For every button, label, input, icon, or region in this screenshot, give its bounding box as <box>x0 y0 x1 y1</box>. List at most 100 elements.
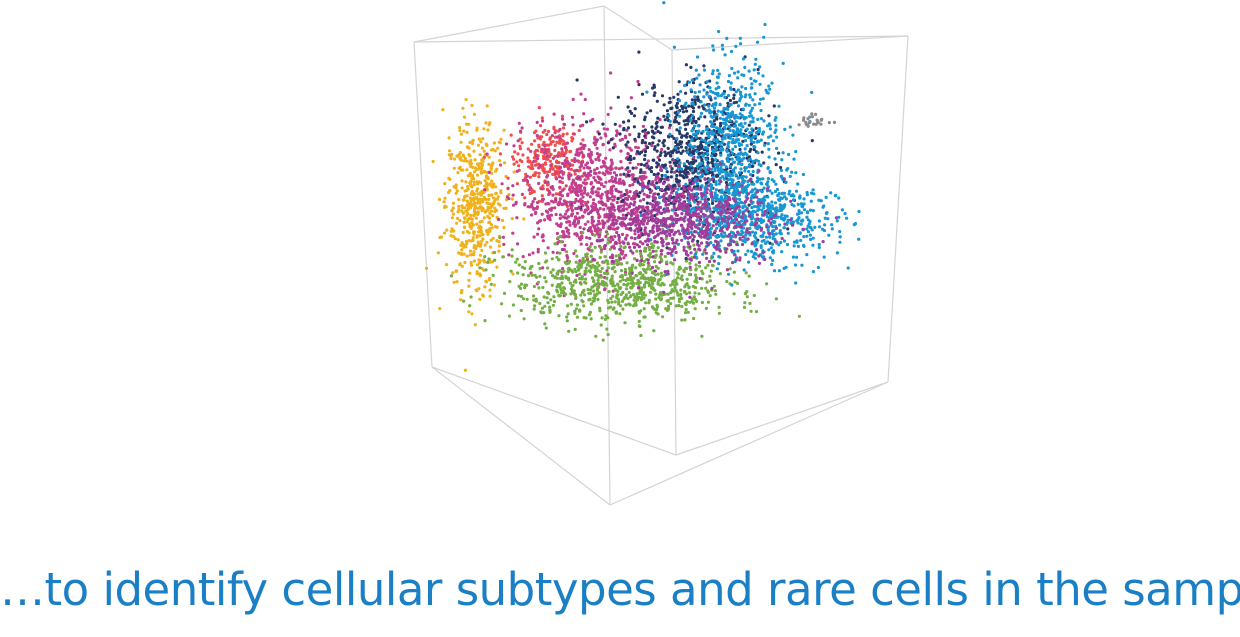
cell-point <box>646 233 651 237</box>
cell-point <box>701 272 705 276</box>
cell-point <box>653 260 657 264</box>
cell-point <box>543 251 548 255</box>
cell-point <box>563 151 567 155</box>
cell-point <box>472 183 476 187</box>
cell-point <box>653 269 658 273</box>
cell-point <box>772 249 776 253</box>
cell-point <box>756 71 761 75</box>
cell-point <box>469 158 473 162</box>
cell-point <box>744 116 748 120</box>
cell-point <box>611 227 615 231</box>
cell-point <box>732 115 737 119</box>
cell-point <box>489 238 493 242</box>
cell-point <box>653 200 657 204</box>
cell-point <box>727 217 731 221</box>
cell-point <box>826 217 830 221</box>
cell-point <box>546 246 550 250</box>
cell-point <box>754 310 759 314</box>
cell-point <box>581 256 585 260</box>
cell-point <box>707 104 711 108</box>
cell-point <box>562 269 566 273</box>
cell-point <box>487 155 491 159</box>
cell-point <box>708 209 713 214</box>
cell-point <box>773 201 778 205</box>
cell-point <box>459 132 463 136</box>
cell-point <box>716 166 720 171</box>
cell-point <box>706 289 710 293</box>
cell-point <box>546 266 550 270</box>
cell-point <box>732 71 737 75</box>
cell-point <box>705 256 709 260</box>
cell-point <box>460 179 464 183</box>
cell-point <box>676 276 680 280</box>
cell-point <box>468 304 472 308</box>
cell-point <box>722 177 726 181</box>
cell-point <box>576 153 580 157</box>
cell-point <box>758 188 763 192</box>
cell-point <box>628 303 632 307</box>
cell-point <box>744 133 749 137</box>
cell-point <box>702 166 707 170</box>
cell-point <box>584 277 588 281</box>
cell-point <box>474 216 478 220</box>
cube-edge <box>609 381 889 506</box>
cell-point <box>598 255 602 260</box>
cell-point <box>608 247 612 251</box>
cell-point <box>583 178 587 182</box>
cell-point <box>561 161 565 166</box>
cell-point <box>611 198 615 202</box>
cell-point <box>824 195 828 199</box>
cell-point <box>634 273 638 278</box>
cell-point <box>644 175 648 179</box>
cell-point <box>679 145 684 149</box>
cell-point <box>753 231 758 235</box>
cell-point <box>734 120 738 124</box>
cell-point <box>666 306 671 310</box>
cell-point <box>462 216 466 220</box>
cell-point <box>712 219 716 223</box>
cell-point <box>740 162 744 166</box>
cell-point <box>628 245 632 249</box>
cell-point <box>626 282 630 286</box>
cell-point <box>693 307 697 311</box>
cell-point <box>668 160 672 164</box>
cell-point <box>634 166 638 170</box>
cell-point <box>706 300 711 304</box>
cell-point <box>531 200 535 204</box>
cell-point <box>704 266 708 270</box>
cell-point <box>627 169 632 173</box>
cell-point <box>768 87 772 91</box>
cell-point <box>744 103 748 107</box>
cell-point <box>795 255 799 259</box>
cell-point <box>464 239 468 243</box>
cell-point <box>563 202 567 206</box>
cell-point <box>737 176 741 180</box>
cell-point <box>540 212 544 216</box>
cell-point <box>622 282 626 287</box>
cell-point <box>633 107 637 111</box>
cell-point <box>676 92 680 96</box>
cell-point <box>608 166 613 170</box>
cell-point <box>655 99 659 103</box>
cell-point <box>712 106 717 110</box>
cell-point <box>669 201 673 205</box>
cell-point <box>715 140 719 144</box>
cell-point <box>595 261 600 265</box>
cell-point <box>784 197 789 201</box>
cell-point <box>478 244 482 248</box>
cell-point <box>769 246 773 250</box>
cell-point <box>706 131 710 135</box>
cell-point <box>560 138 564 142</box>
cell-point <box>502 206 506 210</box>
cell-point <box>565 250 569 254</box>
cell-point <box>489 209 494 213</box>
cell-point <box>655 212 659 216</box>
cell-point <box>530 264 534 268</box>
cell-point <box>542 168 546 172</box>
cell-point <box>802 244 806 248</box>
cell-point <box>614 221 618 226</box>
cell-point <box>696 155 700 159</box>
cell-point <box>775 187 780 192</box>
cell-point <box>589 302 594 306</box>
cell-point <box>497 217 501 222</box>
